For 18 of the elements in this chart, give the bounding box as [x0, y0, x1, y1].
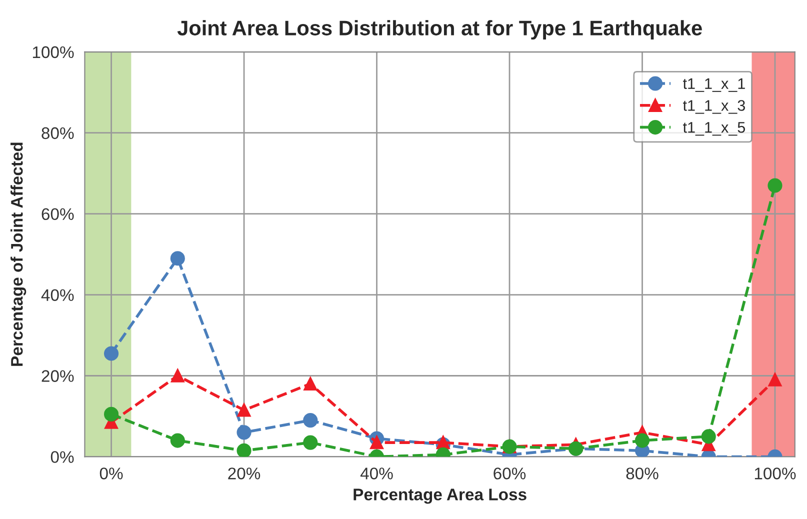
y-tick-label: 80% — [42, 127, 74, 140]
y-tick-label: 20% — [42, 370, 74, 382]
y-tick-label: 60% — [42, 208, 74, 220]
x-axis-title: Percentage Area Loss — [354, 488, 526, 504]
y-tick-label: 100% — [32, 46, 74, 58]
x-tick-label: 60% — [494, 468, 526, 480]
y-tick-label: 0% — [50, 451, 74, 463]
legend-label: t1_1_x_5 — [683, 122, 745, 136]
y-axis-title: Percentage of Joint Affected — [10, 142, 26, 366]
chart-title: Joint Area Loss Distribution at for Type 1 Earthquake — [177, 20, 702, 40]
legend-label: t1_1_x_1 — [683, 78, 745, 92]
legend-label: t1_1_x_3 — [683, 100, 745, 114]
x-tick-label: 40% — [360, 468, 393, 480]
x-tick-label: 20% — [228, 468, 260, 480]
x-tick-label: 80% — [626, 468, 658, 480]
y-tick-label: 40% — [41, 289, 74, 301]
x-tick-label: 100% — [754, 468, 796, 480]
x-tick-label: 0% — [100, 468, 123, 480]
